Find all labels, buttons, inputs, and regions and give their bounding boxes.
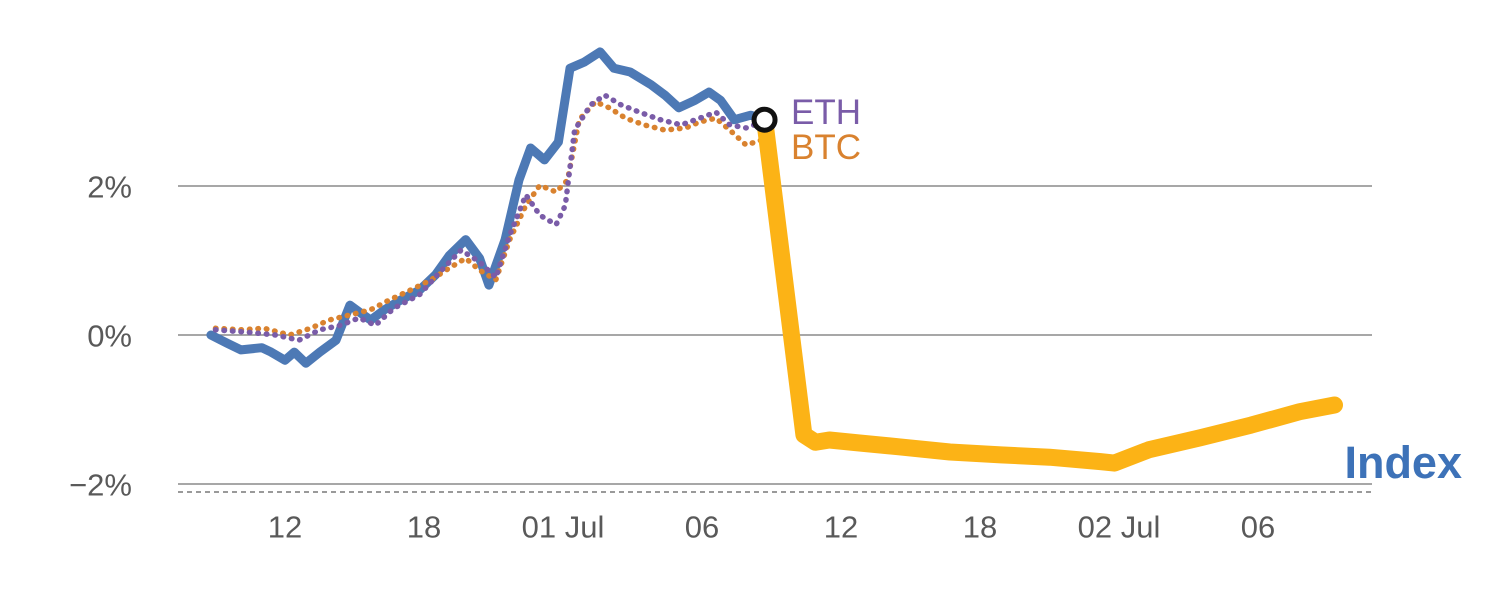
highlight-marker — [751, 106, 778, 133]
series-line-index — [206, 47, 770, 368]
x-tick-label: 01 Jul — [522, 510, 605, 545]
y-tick-label: 0% — [87, 319, 132, 354]
x-tick-label: 02 Jul — [1078, 510, 1161, 545]
y-tick-label: 2% — [87, 170, 132, 205]
series-line-btc — [212, 99, 765, 338]
y-tick-label: −2% — [69, 468, 132, 503]
series-line-eth — [212, 92, 765, 343]
x-tick-label: 18 — [407, 510, 441, 545]
x-tick-label: 12 — [824, 510, 858, 545]
eth-series-label: ETH — [791, 93, 861, 132]
x-tick-label: 12 — [268, 510, 302, 545]
btc-series-label: BTC — [791, 128, 861, 167]
x-tick-label: 06 — [685, 510, 719, 545]
series-line-highlight — [756, 111, 1343, 472]
index-series-label: Index — [1344, 437, 1462, 488]
x-tick-label: 18 — [963, 510, 997, 545]
x-tick-label: 06 — [1241, 510, 1275, 545]
